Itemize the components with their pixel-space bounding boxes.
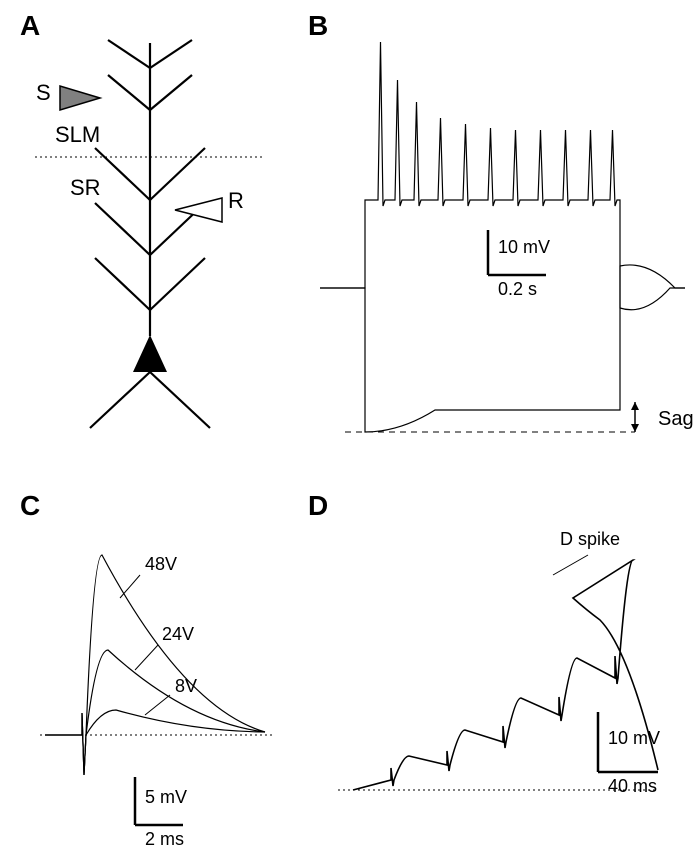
panel-label-d: D — [308, 490, 328, 522]
svg-text:40 ms: 40 ms — [608, 776, 657, 796]
svg-text:8V: 8V — [175, 676, 197, 696]
panel-a-svg: SSLM SR R — [0, 0, 300, 440]
electrode-S — [60, 86, 100, 110]
panel-d-svg: D spike 10 mV 40 ms — [338, 520, 688, 840]
svg-text:10 mV: 10 mV — [608, 728, 660, 748]
svg-text:0.2 s: 0.2 s — [498, 279, 537, 299]
svg-text:5 mV: 5 mV — [145, 787, 187, 807]
panel-label-c: C — [20, 490, 40, 522]
svg-text:48V: 48V — [145, 554, 177, 574]
svg-text:10 mV: 10 mV — [498, 237, 550, 257]
svg-text:SLM: SLM — [55, 122, 100, 147]
svg-text:Sag: Sag — [658, 408, 694, 430]
panel-label-b: B — [308, 10, 328, 42]
svg-text:24V: 24V — [162, 624, 194, 644]
svg-text:SR: SR — [70, 175, 101, 200]
panel-c-svg: 48V24V8V5 mV2 ms — [40, 520, 290, 840]
svg-text:S: S — [36, 80, 51, 105]
svg-text:2 ms: 2 ms — [145, 829, 184, 849]
panel-b-svg: Sag10 mV0.2 s — [310, 40, 690, 430]
electrode-R — [175, 198, 222, 222]
svg-text:D spike: D spike — [560, 529, 620, 549]
svg-text:R: R — [228, 188, 244, 213]
